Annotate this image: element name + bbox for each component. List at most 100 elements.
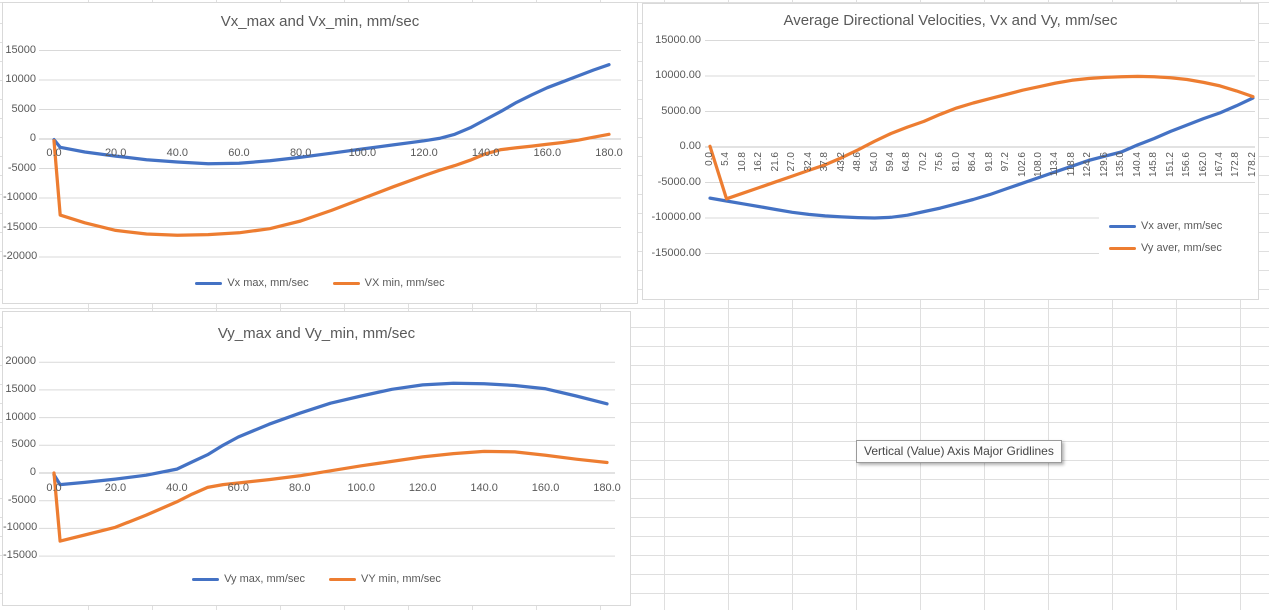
legend-item[interactable]: Vx aver, mm/sec xyxy=(1109,220,1222,232)
x-axis-tick-label: 140.0 xyxy=(471,147,500,159)
chart-vx-max-min[interactable]: Vx_max and Vx_min, mm/sec 15000 10000 5000… xyxy=(2,2,638,304)
x-axis-tick-label: 97.2 xyxy=(1000,152,1012,172)
x-axis-tick-label: 81.0 xyxy=(950,152,962,172)
x-axis-tick-label: 140.4 xyxy=(1131,152,1143,178)
series-line-vy-min[interactable] xyxy=(52,449,609,543)
legend-item[interactable]: Vy aver, mm/sec xyxy=(1109,242,1222,254)
x-axis-tick-label: 124.2 xyxy=(1082,152,1094,178)
x-axis-tick-label: 91.8 xyxy=(983,152,995,172)
series-line-vx-aver[interactable] xyxy=(708,96,1255,220)
chart-title: Average Directional Velocities, Vx and V… xyxy=(783,12,1118,29)
y-axis-tick-label: -15000 xyxy=(3,549,38,562)
y-axis-tick-label: 0 xyxy=(29,132,36,144)
y-axis-tick-label: 10000 xyxy=(5,73,36,85)
x-axis-tick-label: 180.0 xyxy=(593,482,621,494)
x-axis-tick-label: 54.0 xyxy=(868,152,880,172)
x-axis-tick-label: 0.0 xyxy=(704,152,715,166)
x-axis-tick-label: 64.8 xyxy=(901,152,913,172)
y-axis-tick-label: 10000.00 xyxy=(655,69,701,81)
x-axis-tick-label: 27.0 xyxy=(786,152,798,172)
x-axis-tick-label: 160.0 xyxy=(533,147,562,159)
legend-line-swatch xyxy=(1109,246,1136,250)
x-axis-tick-label: 129.6 xyxy=(1098,152,1110,178)
x-axis-tick-label: 178.2 xyxy=(1246,152,1258,178)
y-axis-tick-label: -10000.00 xyxy=(651,211,701,223)
x-axis-tick-label: 60.0 xyxy=(227,482,250,494)
x-axis-tick-label: 48.6 xyxy=(852,152,864,172)
y-axis-tick-label: 15000 xyxy=(5,382,36,395)
chart-title: Vx_max and Vx_min, mm/sec xyxy=(220,13,420,30)
legend-item[interactable]: VY min, mm/sec xyxy=(329,573,441,585)
chart-vy-max-min[interactable]: Vy_max and Vy_min, mm/sec 20000 15000 1000… xyxy=(2,311,631,606)
x-axis-tick-label: 86.4 xyxy=(967,152,979,172)
x-axis-tick-label: 180.0 xyxy=(595,147,623,159)
x-axis-tick-label: 20.0 xyxy=(104,482,127,494)
legend-label: VY min, mm/sec xyxy=(361,573,441,585)
legend-line-swatch xyxy=(1109,224,1136,228)
legend-item[interactable]: Vy max, mm/sec xyxy=(192,573,305,585)
chart-legend: Vx max, mm/sec VX min, mm/sec xyxy=(3,277,637,289)
x-axis-tick-label: 20.0 xyxy=(104,147,127,159)
series-line-vx-min[interactable] xyxy=(52,132,611,237)
legend-item[interactable]: Vx max, mm/sec xyxy=(195,277,309,289)
legend-label: Vx aver, mm/sec xyxy=(1141,220,1223,232)
x-axis-tick-label: 120.0 xyxy=(408,482,437,494)
y-axis-tick-label: -5000 xyxy=(7,493,36,506)
x-axis-tick-label: 118.8 xyxy=(1065,152,1077,177)
x-axis-tick-label: 10.8 xyxy=(736,152,748,172)
x-axis-tick-label: 80.0 xyxy=(289,147,312,159)
legend-line-swatch xyxy=(195,281,223,285)
series-line-vy-max[interactable] xyxy=(52,381,609,487)
x-axis-tick-label: 135.0 xyxy=(1115,152,1127,178)
x-axis-tick-label: 0.0 xyxy=(46,482,62,494)
legend-line-swatch xyxy=(329,577,356,581)
legend-line-swatch xyxy=(192,577,220,581)
y-axis-tick-label: 0.00 xyxy=(679,140,701,152)
x-axis-tick-label: 5.4 xyxy=(720,152,732,166)
legend-item[interactable]: VX min, mm/sec xyxy=(332,277,445,289)
chart-element-tooltip: Vertical (Value) Axis Major Gridlines xyxy=(856,440,1062,463)
x-axis-tick-label: 100.0 xyxy=(347,482,375,494)
legend-label: VX min, mm/sec xyxy=(364,277,445,289)
y-axis-tick-label: -5000 xyxy=(7,161,36,174)
x-axis-tick-label: 75.6 xyxy=(934,152,946,172)
y-axis-tick-label: 15000 xyxy=(5,43,36,56)
legend-line-swatch xyxy=(332,281,360,285)
y-axis-tick-label: 15000.00 xyxy=(655,33,701,46)
series-line-vx-max[interactable] xyxy=(52,63,611,166)
chart-average-directional-velocities[interactable]: Average Directional Velocities, Vx and V… xyxy=(642,3,1259,300)
x-axis-tick-label: 151.2 xyxy=(1164,152,1176,178)
y-axis-tick-label: -15000 xyxy=(3,220,38,233)
plot-area xyxy=(39,361,615,557)
legend-label: Vy aver, mm/sec xyxy=(1141,242,1222,254)
x-axis-tick-label: 40.0 xyxy=(166,147,189,159)
legend-label: Vx max, mm/sec xyxy=(227,277,309,289)
x-axis-tick-label: 43.2 xyxy=(835,152,847,172)
y-axis-tick-label: -15000.00 xyxy=(651,246,701,259)
x-axis-tick-label: 37.8 xyxy=(819,152,831,172)
x-axis-tick-label: 59.4 xyxy=(884,152,896,172)
y-axis-tick-label: -5000.00 xyxy=(657,175,701,188)
chart-title: Vy_max and Vy_min, mm/sec xyxy=(217,325,416,342)
chart-legend: Vy max, mm/sec VY min, mm/sec xyxy=(3,573,630,585)
y-axis-tick-label: 5000.00 xyxy=(661,104,701,117)
x-axis-tick-label: 80.0 xyxy=(289,482,311,494)
x-axis-tick-label: 0.0 xyxy=(46,147,62,159)
legend-label: Vy max, mm/sec xyxy=(224,573,305,585)
x-axis-tick-label: 113.4 xyxy=(1049,152,1061,177)
series-line-vy-aver[interactable] xyxy=(708,74,1255,201)
y-axis-tick-label: 10000 xyxy=(5,410,36,423)
y-axis-tick-label: 0 xyxy=(29,466,36,478)
x-axis-tick-label: 160.0 xyxy=(531,482,560,494)
chart-legend xyxy=(1099,210,1255,264)
x-axis-tick-label: 145.8 xyxy=(1148,152,1160,178)
x-axis-tick-label: 100.0 xyxy=(348,147,377,159)
y-axis-tick-label: -10000 xyxy=(3,521,38,534)
x-axis-tick-label: 108.0 xyxy=(1033,152,1044,178)
x-axis-tick-label: 40.0 xyxy=(166,482,188,494)
x-axis-tick-label: 70.2 xyxy=(917,152,929,172)
x-axis-tick-label: 102.6 xyxy=(1016,152,1028,178)
y-axis-tick-label: 5000 xyxy=(11,438,36,451)
plot-area xyxy=(39,50,621,258)
y-axis-tick-label: -10000 xyxy=(3,191,38,203)
